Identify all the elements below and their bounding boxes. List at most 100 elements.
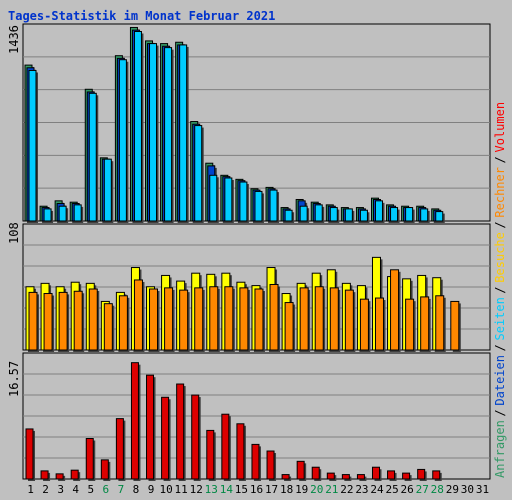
bar-seiten-day-20 — [314, 204, 323, 222]
bar-rechner-day-2 — [43, 293, 53, 351]
bar-volumen-day-26 — [402, 472, 411, 480]
bar-seiten-day-2 — [43, 208, 52, 222]
bar-rechner-day-28 — [435, 295, 445, 351]
bar-rechner-day-11 — [179, 289, 189, 351]
bar-rechner-day-12 — [194, 287, 204, 351]
x-tick-label-day-12: 12 — [190, 483, 203, 496]
bar-seiten-day-1 — [28, 69, 37, 222]
bar-seiten-day-10 — [164, 47, 173, 222]
x-tick-label-day-17: 17 — [265, 483, 278, 496]
bar-volumen-day-24 — [371, 466, 380, 480]
bar-volumen-day-21 — [326, 472, 335, 480]
bar-volumen-day-11 — [176, 383, 185, 480]
bar-volumen-day-22 — [341, 474, 350, 480]
bar-seiten-day-26 — [405, 207, 414, 222]
bar-rechner-day-19 — [299, 287, 309, 351]
x-tick-label-day-11: 11 — [175, 483, 188, 496]
bar-volumen-day-1 — [25, 428, 34, 480]
bar-seiten-day-14 — [224, 177, 233, 222]
bar-rechner-day-4 — [73, 290, 83, 351]
bar-seiten-day-27 — [420, 208, 429, 222]
bar-seiten-day-16 — [254, 190, 263, 222]
x-tick-label-day-18: 18 — [280, 483, 293, 496]
bar-volumen-day-16 — [251, 443, 260, 480]
bar-seiten-day-13 — [209, 174, 218, 222]
x-tick-label-day-3: 3 — [57, 483, 64, 496]
bar-seiten-day-28 — [435, 211, 444, 222]
bar-seiten-day-5 — [88, 92, 97, 222]
bar-seiten-day-23 — [359, 209, 368, 222]
x-tick-label-day-27: 27 — [416, 483, 429, 496]
bar-rechner-day-21 — [329, 287, 339, 351]
x-tick-label-day-29: 29 — [446, 483, 459, 496]
x-tick-label-day-9: 9 — [148, 483, 155, 496]
x-tick-label-day-2: 2 — [42, 483, 49, 496]
bar-rechner-day-1 — [28, 291, 38, 351]
bar-seiten-day-25 — [390, 207, 399, 222]
legend-separator: / — [493, 221, 507, 228]
bar-volumen-day-20 — [311, 466, 320, 480]
legend-separator: / — [493, 156, 507, 163]
legend-separator: / — [493, 286, 507, 293]
x-tick-label-day-30: 30 — [461, 483, 474, 496]
bar-rechner-day-23 — [359, 298, 369, 351]
x-tick-label-day-14: 14 — [220, 483, 234, 496]
bar-seiten-day-21 — [329, 207, 338, 222]
bar-rechner-day-20 — [314, 286, 324, 351]
bar-volumen-day-15 — [236, 423, 245, 480]
bar-seiten-day-12 — [194, 125, 203, 222]
x-tick-label-day-25: 25 — [385, 483, 398, 496]
bar-rechner-day-10 — [164, 287, 174, 351]
bar-rechner-day-25 — [390, 269, 400, 351]
bar-rechner-day-8 — [133, 279, 143, 351]
bar-rechner-day-13 — [209, 286, 219, 351]
bar-rechner-day-7 — [118, 295, 128, 351]
legend-besuche: Besuche — [493, 232, 507, 283]
bar-volumen-day-19 — [296, 460, 305, 480]
x-tick-label-day-1: 1 — [27, 483, 34, 496]
x-tick-label-day-21: 21 — [325, 483, 338, 496]
legend-seiten: Seiten — [493, 297, 507, 340]
x-tick-label-day-8: 8 — [133, 483, 140, 496]
bar-seiten-day-22 — [344, 208, 353, 222]
bar-seiten-day-17 — [269, 189, 278, 222]
legend-volumen: Volumen — [493, 102, 507, 153]
x-tick-label-day-15: 15 — [235, 483, 248, 496]
bar-volumen-day-7 — [115, 418, 124, 480]
x-tick-label-day-22: 22 — [340, 483, 353, 496]
x-tick-label-day-31: 31 — [476, 483, 489, 496]
bar-rechner-day-14 — [224, 286, 234, 351]
y-max-label: 1436 — [7, 25, 21, 54]
x-tick-label-day-16: 16 — [250, 483, 263, 496]
chart-title: Tages-Statistik im Monat Februar 2021 — [8, 9, 276, 23]
bar-volumen-day-14 — [221, 413, 230, 480]
bar-seiten-day-18 — [284, 209, 293, 222]
bar-volumen-day-28 — [432, 470, 441, 480]
bar-rechner-day-3 — [58, 291, 68, 351]
x-tick-label-day-24: 24 — [370, 483, 384, 496]
bar-volumen-day-18 — [281, 474, 290, 480]
legend-dateien: Dateien — [493, 355, 507, 406]
bar-volumen-day-8 — [130, 362, 139, 480]
bar-rechner-day-24 — [374, 297, 384, 351]
bar-seiten-day-24 — [374, 200, 383, 222]
x-tick-label-day-7: 7 — [118, 483, 125, 496]
bar-seiten-day-3 — [58, 205, 67, 222]
bar-volumen-day-23 — [356, 474, 365, 480]
x-tick-label-day-20: 20 — [310, 483, 323, 496]
legend-anfragen: Anfragen — [493, 420, 507, 478]
legend-separator: / — [493, 344, 507, 351]
bar-rechner-day-6 — [103, 303, 113, 351]
x-tick-label-day-19: 19 — [295, 483, 308, 496]
bar-seiten-day-9 — [149, 43, 158, 222]
bar-volumen-day-12 — [191, 394, 200, 480]
x-tick-label-day-5: 5 — [87, 483, 94, 496]
y-max-label: 16.57 — [7, 361, 21, 397]
bar-volumen-day-17 — [266, 450, 275, 480]
bar-volumen-day-5 — [85, 438, 94, 480]
bar-volumen-day-9 — [146, 374, 155, 480]
bar-volumen-day-3 — [55, 473, 64, 480]
bar-seiten-day-19 — [299, 205, 308, 222]
bar-volumen-day-10 — [161, 396, 170, 480]
